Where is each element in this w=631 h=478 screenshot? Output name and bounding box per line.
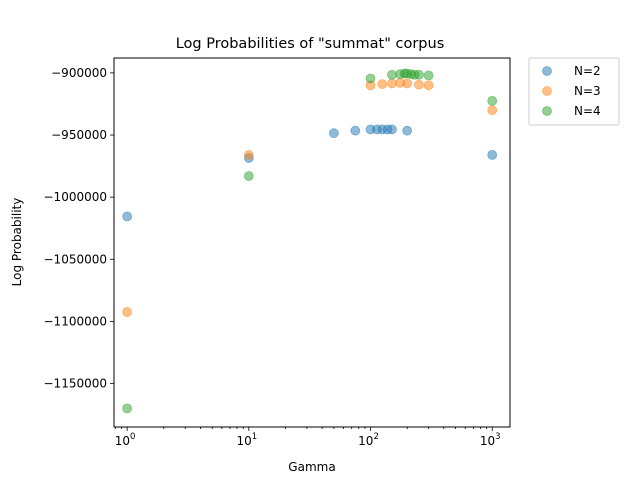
data-point-series-3-10 [414,69,424,80]
data-point-series-3-2 [243,171,254,181]
y-tick-label-1: −900000 [51,66,107,80]
data-point-series-3-1 [122,403,133,414]
y-tick-label-3: −1000000 [44,190,108,204]
data-point-series-1-11 [487,150,498,160]
y-tick-label-4: −1050000 [44,252,108,266]
legend-marker-2 [542,86,552,96]
data-point-series-3-4 [387,69,397,80]
x-tick-label-4: 103 [480,432,501,448]
data-point-series-2-8 [414,79,424,90]
legend: N=2 N=3 N=4 [528,57,620,126]
data-point-series-2-1 [122,307,133,317]
x-axis-ticks: 100 101 102 103 [115,427,501,448]
legend-marker-1 [542,66,552,76]
data-point-series-3-11 [423,70,434,81]
legend-label-2: N=3 [574,84,601,98]
y-axis-ticks: −900000 −950000 −1000000 −1050000 −1100000 −1… [44,66,114,391]
plot-frame [113,57,511,428]
data-point-series-2-9 [423,80,434,91]
data-point-series-3-3 [365,73,376,84]
x-tick-label-3: 102 [358,432,379,448]
legend-label-3: N=4 [574,104,601,118]
data-point-series-1-9 [387,124,397,135]
data-point-series-2-10 [487,105,498,116]
y-tick-label-2: −950000 [51,128,107,142]
data-point-series-1-3 [328,128,339,139]
data-point-series-3-12 [487,95,498,106]
data-point-series-1-1 [122,211,133,222]
data-point-series-1-10 [402,125,413,136]
y-axis-title: Log Probability [10,198,24,287]
data-points [122,68,498,414]
legend-marker-3 [542,106,552,116]
x-tick-label-2: 101 [236,432,257,448]
y-tick-label-5: −1100000 [44,314,108,328]
x-tick-label-1: 100 [115,432,136,448]
x-axis-title: Gamma [288,460,335,474]
data-point-series-2-4 [377,79,388,89]
y-tick-label-6: −1150000 [44,377,108,391]
legend-label-1: N=2 [574,64,601,78]
data-point-series-2-7 [402,78,413,89]
chart-title: Log Probabilities of "summat" corpus [176,36,445,52]
legend-box [528,57,620,126]
data-point-series-1-4 [350,125,361,136]
data-point-series-2-5 [387,78,397,89]
data-point-series-2-2 [243,150,254,160]
